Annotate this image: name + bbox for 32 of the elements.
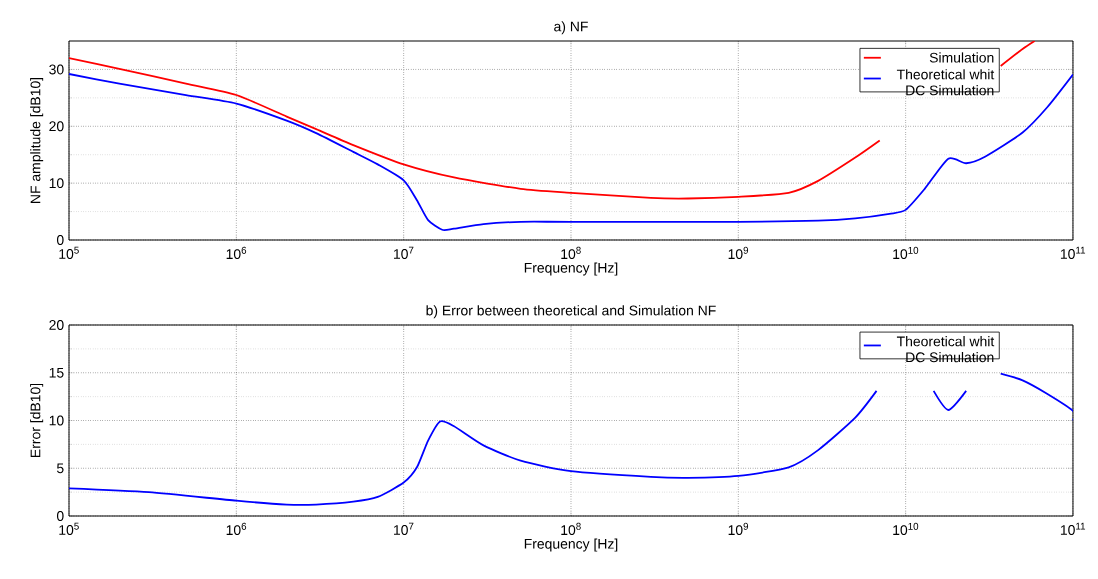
y-tick-label: 15	[49, 367, 64, 378]
x-tick-label: 10$^{8}$	[561, 522, 581, 536]
y-tick-label: 20	[49, 121, 64, 132]
x-tick-label: 10$^{11}$	[1060, 522, 1086, 535]
x-tick-label: 10$^{8}$	[561, 246, 581, 260]
x-tick-label: 10$^{6}$	[226, 246, 247, 260]
y-tick-label: 10	[49, 415, 64, 426]
y-tick-label: 30	[49, 64, 64, 75]
chart-title: a) NF	[554, 21, 588, 35]
x-tick-label: 10$^{6}$	[226, 522, 247, 536]
legend-label: Theoretical whit DC Simulation	[896, 336, 995, 363]
chart-title: b) Error between theoretical and Simulation NF	[426, 305, 716, 319]
y-tick-label: 10	[49, 178, 64, 189]
x-tick-label: 10$^{9}$	[728, 246, 749, 260]
y-tick-label: 0	[56, 235, 64, 245]
series-label: Simulation	[929, 52, 994, 63]
y-axis-title: NF amplitude [dB10]	[30, 77, 44, 203]
x-tick-label: 10$^{7}$	[394, 522, 414, 535]
x-axis-title: Frequency [Hz]	[524, 538, 618, 552]
y-tick-label: 20	[49, 320, 64, 330]
x-axis-title: Frequency [Hz]	[524, 262, 618, 276]
x-tick-label: 10$^{5}$	[59, 246, 79, 259]
x-tick-label: 10$^{7}$	[394, 246, 414, 259]
y-tick-label: 5	[56, 463, 64, 474]
legend-label: Theoretical whit DC Simulation	[896, 69, 995, 96]
x-tick-label: 10$^{10}$	[893, 522, 919, 536]
x-tick-label: 10$^{11}$	[1060, 246, 1086, 259]
y-axis-title: Error [dB10]	[30, 383, 44, 457]
y-tick-label: 0	[56, 511, 64, 521]
x-tick-label: 10$^{5}$	[59, 522, 79, 535]
x-tick-label: 10$^{10}$	[893, 246, 919, 260]
x-tick-label: 10$^{9}$	[728, 522, 749, 536]
